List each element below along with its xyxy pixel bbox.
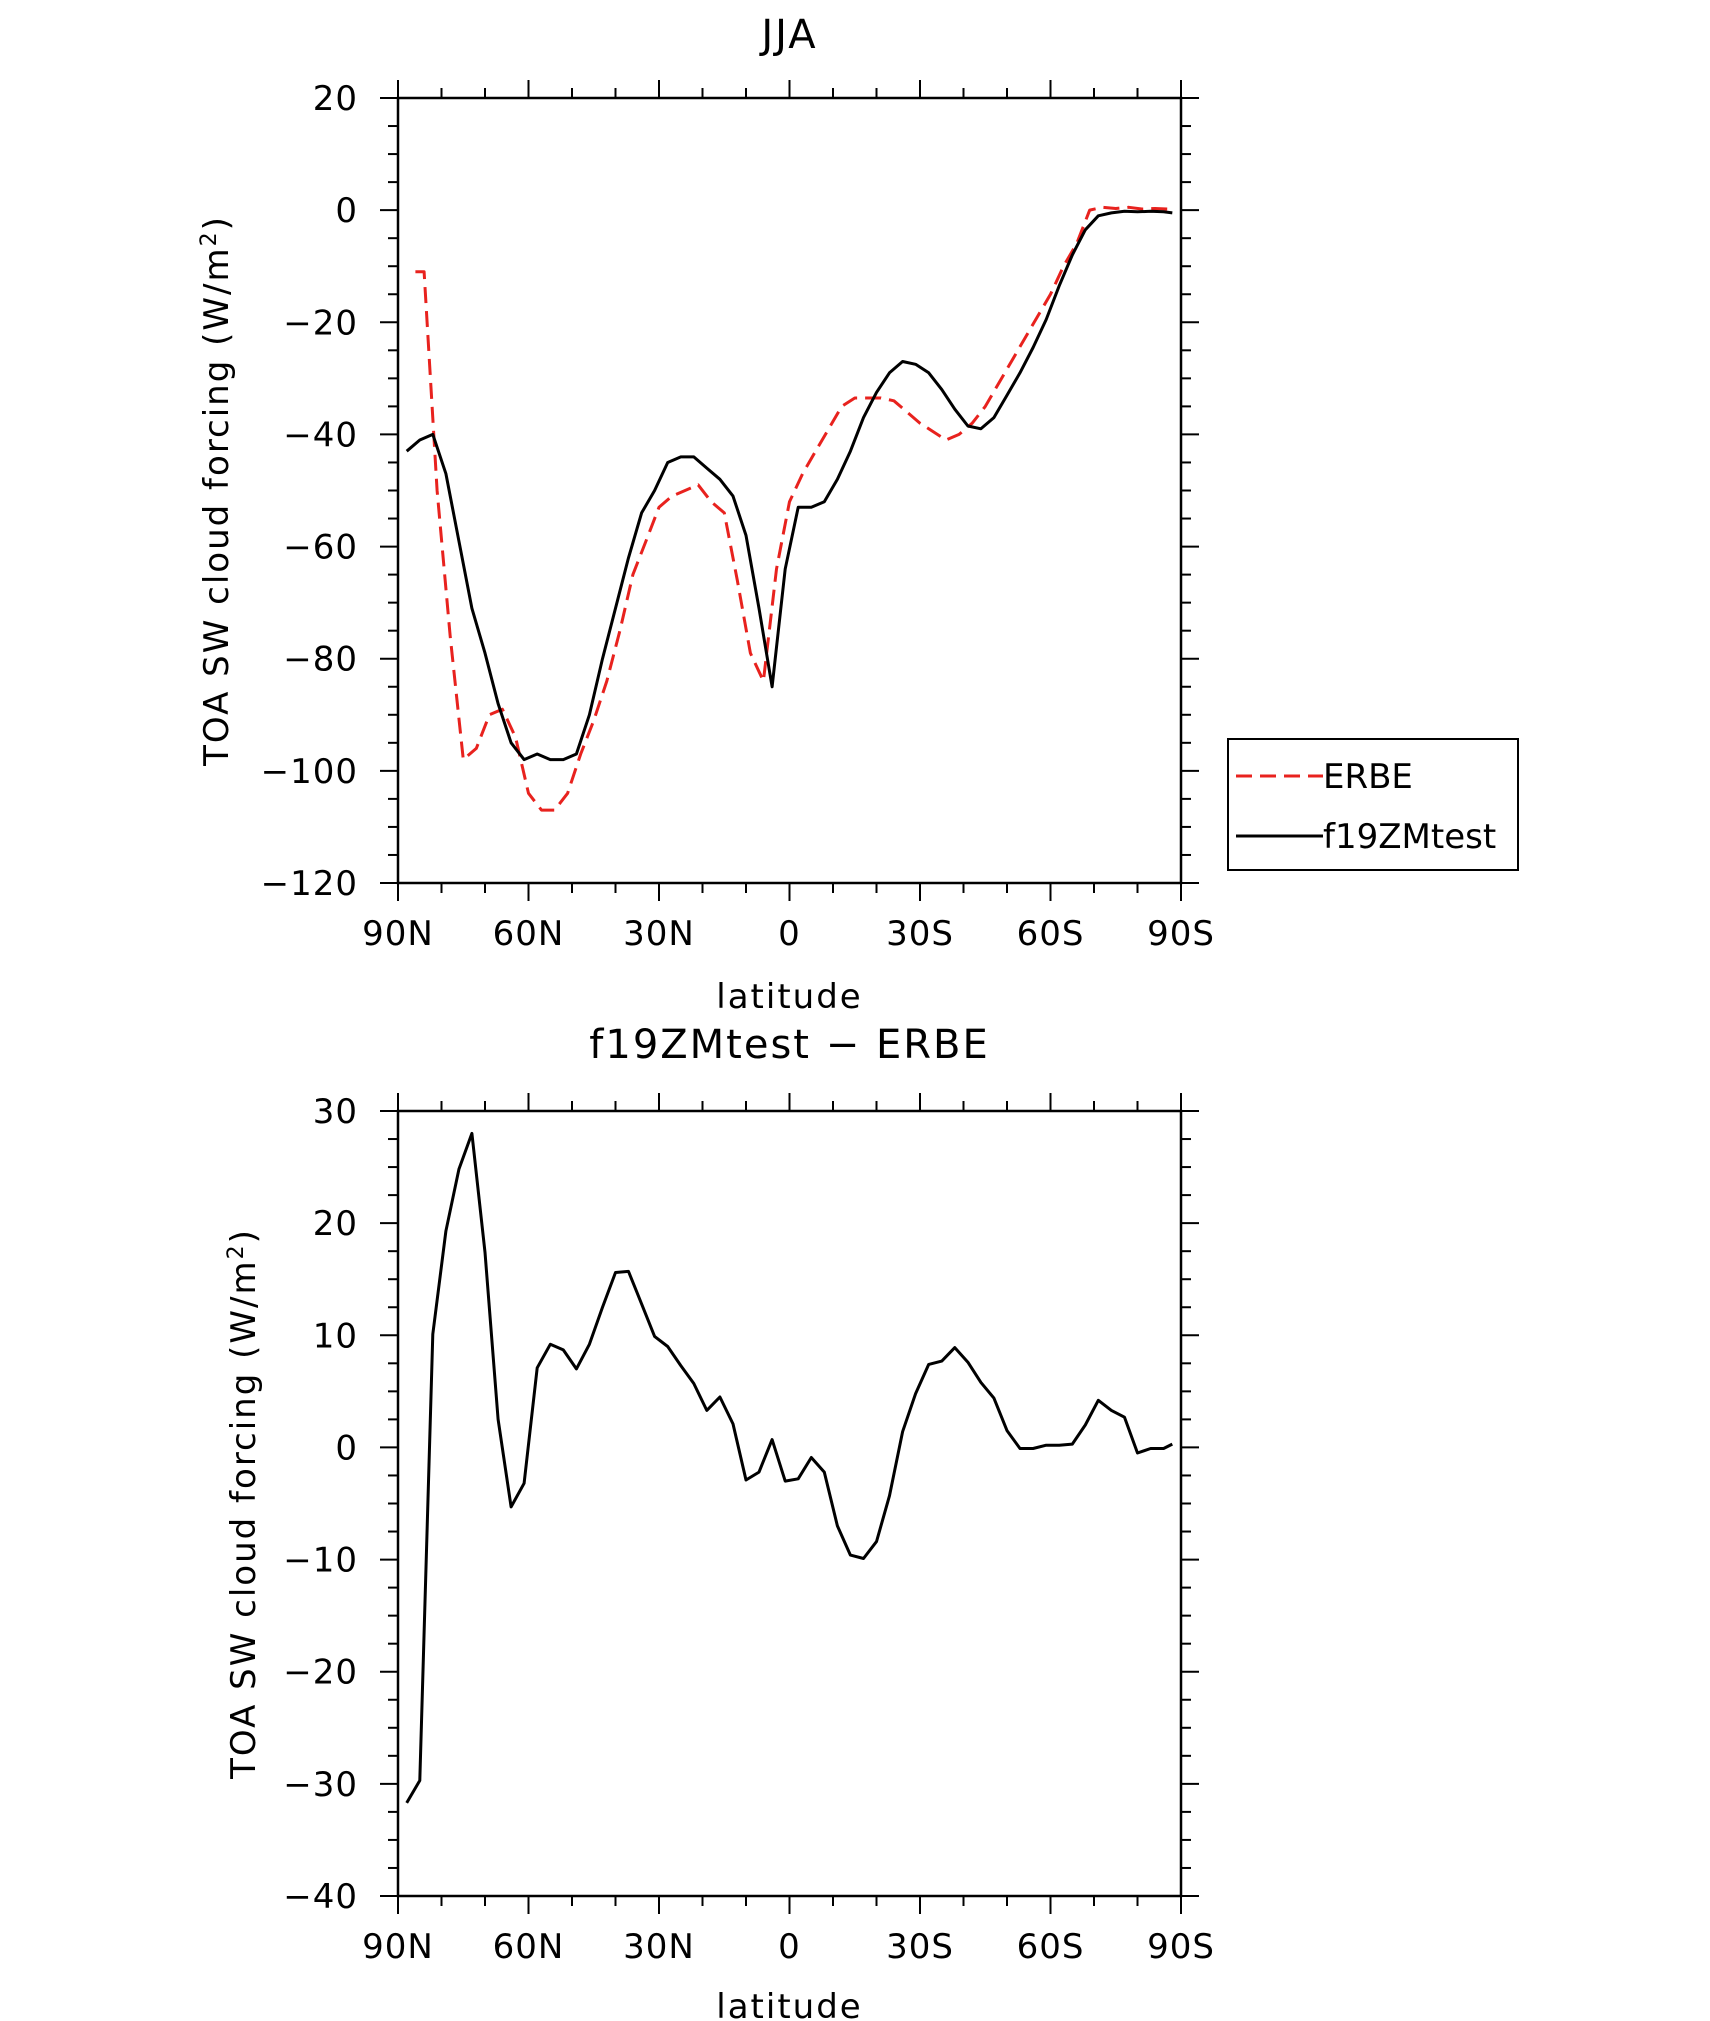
y-tick-label: 0 bbox=[335, 1428, 358, 1468]
y-tick-label: 30 bbox=[313, 1092, 358, 1132]
y-axis-label: TOA SW cloud forcing (W/m2) bbox=[197, 215, 237, 767]
y-tick-label: −30 bbox=[283, 1765, 358, 1805]
y-tick-label: 10 bbox=[313, 1316, 358, 1356]
y-tick-label: −20 bbox=[283, 1653, 358, 1693]
x-axis-label: latitude bbox=[716, 977, 862, 1017]
x-tick-label: 60N bbox=[493, 914, 565, 954]
legend-label-f19zmtest: f19ZMtest bbox=[1323, 817, 1496, 857]
y-tick-label: −100 bbox=[261, 752, 358, 792]
y-tick-label: −40 bbox=[283, 415, 358, 455]
y-tick-label: 20 bbox=[313, 79, 358, 119]
x-tick-label: 60S bbox=[1017, 1927, 1085, 1967]
x-tick-label: 90S bbox=[1147, 914, 1215, 954]
legend: ERBE f19ZMtest bbox=[1227, 738, 1519, 871]
y-tick-label: −40 bbox=[283, 1877, 358, 1917]
x-axis-label: latitude bbox=[716, 1987, 862, 2021]
x-tick-label: 60N bbox=[493, 1927, 565, 1967]
x-tick-label: 60S bbox=[1017, 914, 1085, 954]
x-tick-label: 30N bbox=[623, 914, 695, 954]
y-tick-label: −80 bbox=[283, 640, 358, 680]
x-tick-label: 90N bbox=[362, 1927, 434, 1967]
y-axis-label-superscript: 2 bbox=[224, 1243, 249, 1259]
plot-frame bbox=[396, 1109, 1183, 1898]
y-axis-label-close: ) bbox=[197, 215, 237, 230]
y-tick-label: 20 bbox=[313, 1204, 358, 1244]
legend-label-erbe: ERBE bbox=[1323, 757, 1413, 797]
x-tick-label: 90S bbox=[1147, 1927, 1215, 1967]
y-tick-label: −10 bbox=[283, 1541, 358, 1581]
series-line-difference bbox=[405, 1131, 1173, 1804]
series-line-erbe bbox=[415, 205, 1174, 812]
y-axis-label: TOA SW cloud forcing (W/m2) bbox=[224, 1228, 264, 1780]
x-tick-label: 30N bbox=[623, 1927, 695, 1967]
x-tick-label: 30S bbox=[886, 914, 954, 954]
chart-panel-2: f19ZMtest − ERBE 90N 60N 30N 0 30S 60S 90S −40 −3… bbox=[224, 1022, 1215, 2021]
chart-title: JJA bbox=[758, 12, 817, 58]
series-line-f19zmtest bbox=[405, 209, 1173, 762]
x-tick-label: 0 bbox=[778, 914, 801, 954]
y-axis-label-main: TOA SW cloud forcing (W/m bbox=[197, 246, 237, 766]
plot-frame bbox=[396, 96, 1183, 885]
y-axis-label-main: TOA SW cloud forcing (W/m bbox=[224, 1259, 264, 1779]
y-tick-label: −20 bbox=[283, 303, 358, 343]
x-tick-label: 90N bbox=[362, 914, 434, 954]
chart-title: f19ZMtest − ERBE bbox=[589, 1022, 989, 1068]
y-tick-label: −60 bbox=[283, 528, 358, 568]
y-axis-label-superscript: 2 bbox=[197, 230, 222, 246]
y-tick-label: −120 bbox=[261, 864, 358, 904]
legend-box bbox=[1227, 738, 1519, 871]
x-tick-label: 0 bbox=[778, 1927, 801, 1967]
y-axis-label-close: ) bbox=[224, 1228, 264, 1243]
y-tick-label: 0 bbox=[335, 191, 358, 231]
x-tick-label: 30S bbox=[886, 1927, 954, 1967]
chart-panel-1: JJA 90N 60N 30N 0 30S 60S 90S −120 −100 −80 −60 −40 −… bbox=[197, 12, 1519, 1017]
